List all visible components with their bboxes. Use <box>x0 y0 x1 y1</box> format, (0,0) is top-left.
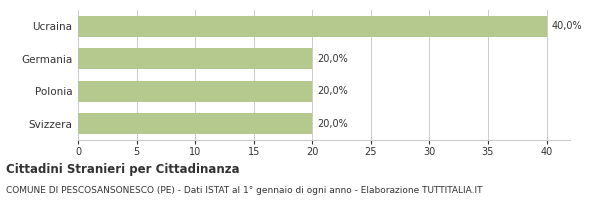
Text: 20,0%: 20,0% <box>317 119 348 129</box>
Bar <box>78 16 547 37</box>
Text: 40,0%: 40,0% <box>551 21 582 31</box>
Bar <box>78 113 312 134</box>
Text: 20,0%: 20,0% <box>317 54 348 64</box>
Text: 20,0%: 20,0% <box>317 86 348 96</box>
Text: COMUNE DI PESCOSANSONESCO (PE) - Dati ISTAT al 1° gennaio di ogni anno - Elabora: COMUNE DI PESCOSANSONESCO (PE) - Dati IS… <box>6 186 482 195</box>
Bar <box>78 48 312 69</box>
Text: Cittadini Stranieri per Cittadinanza: Cittadini Stranieri per Cittadinanza <box>6 163 239 176</box>
Bar <box>78 81 312 102</box>
